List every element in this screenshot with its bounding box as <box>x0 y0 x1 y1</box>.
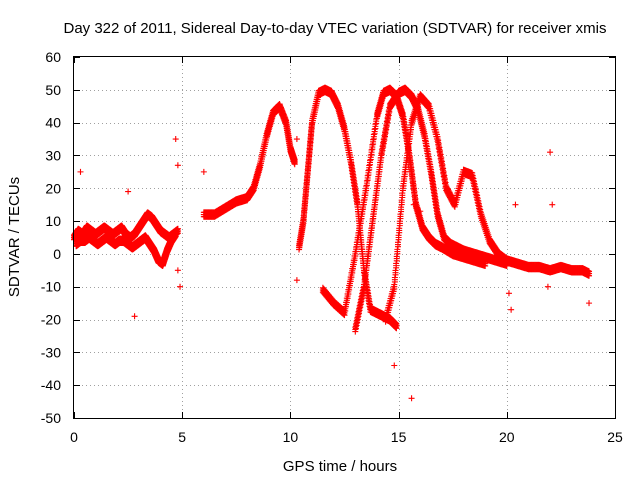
chart-title: Day 322 of 2011, Sidereal Day-to-day VTE… <box>64 20 607 37</box>
data-point <box>291 161 298 168</box>
data-points <box>71 84 593 402</box>
data-point <box>172 233 179 240</box>
grid <box>74 57 615 418</box>
